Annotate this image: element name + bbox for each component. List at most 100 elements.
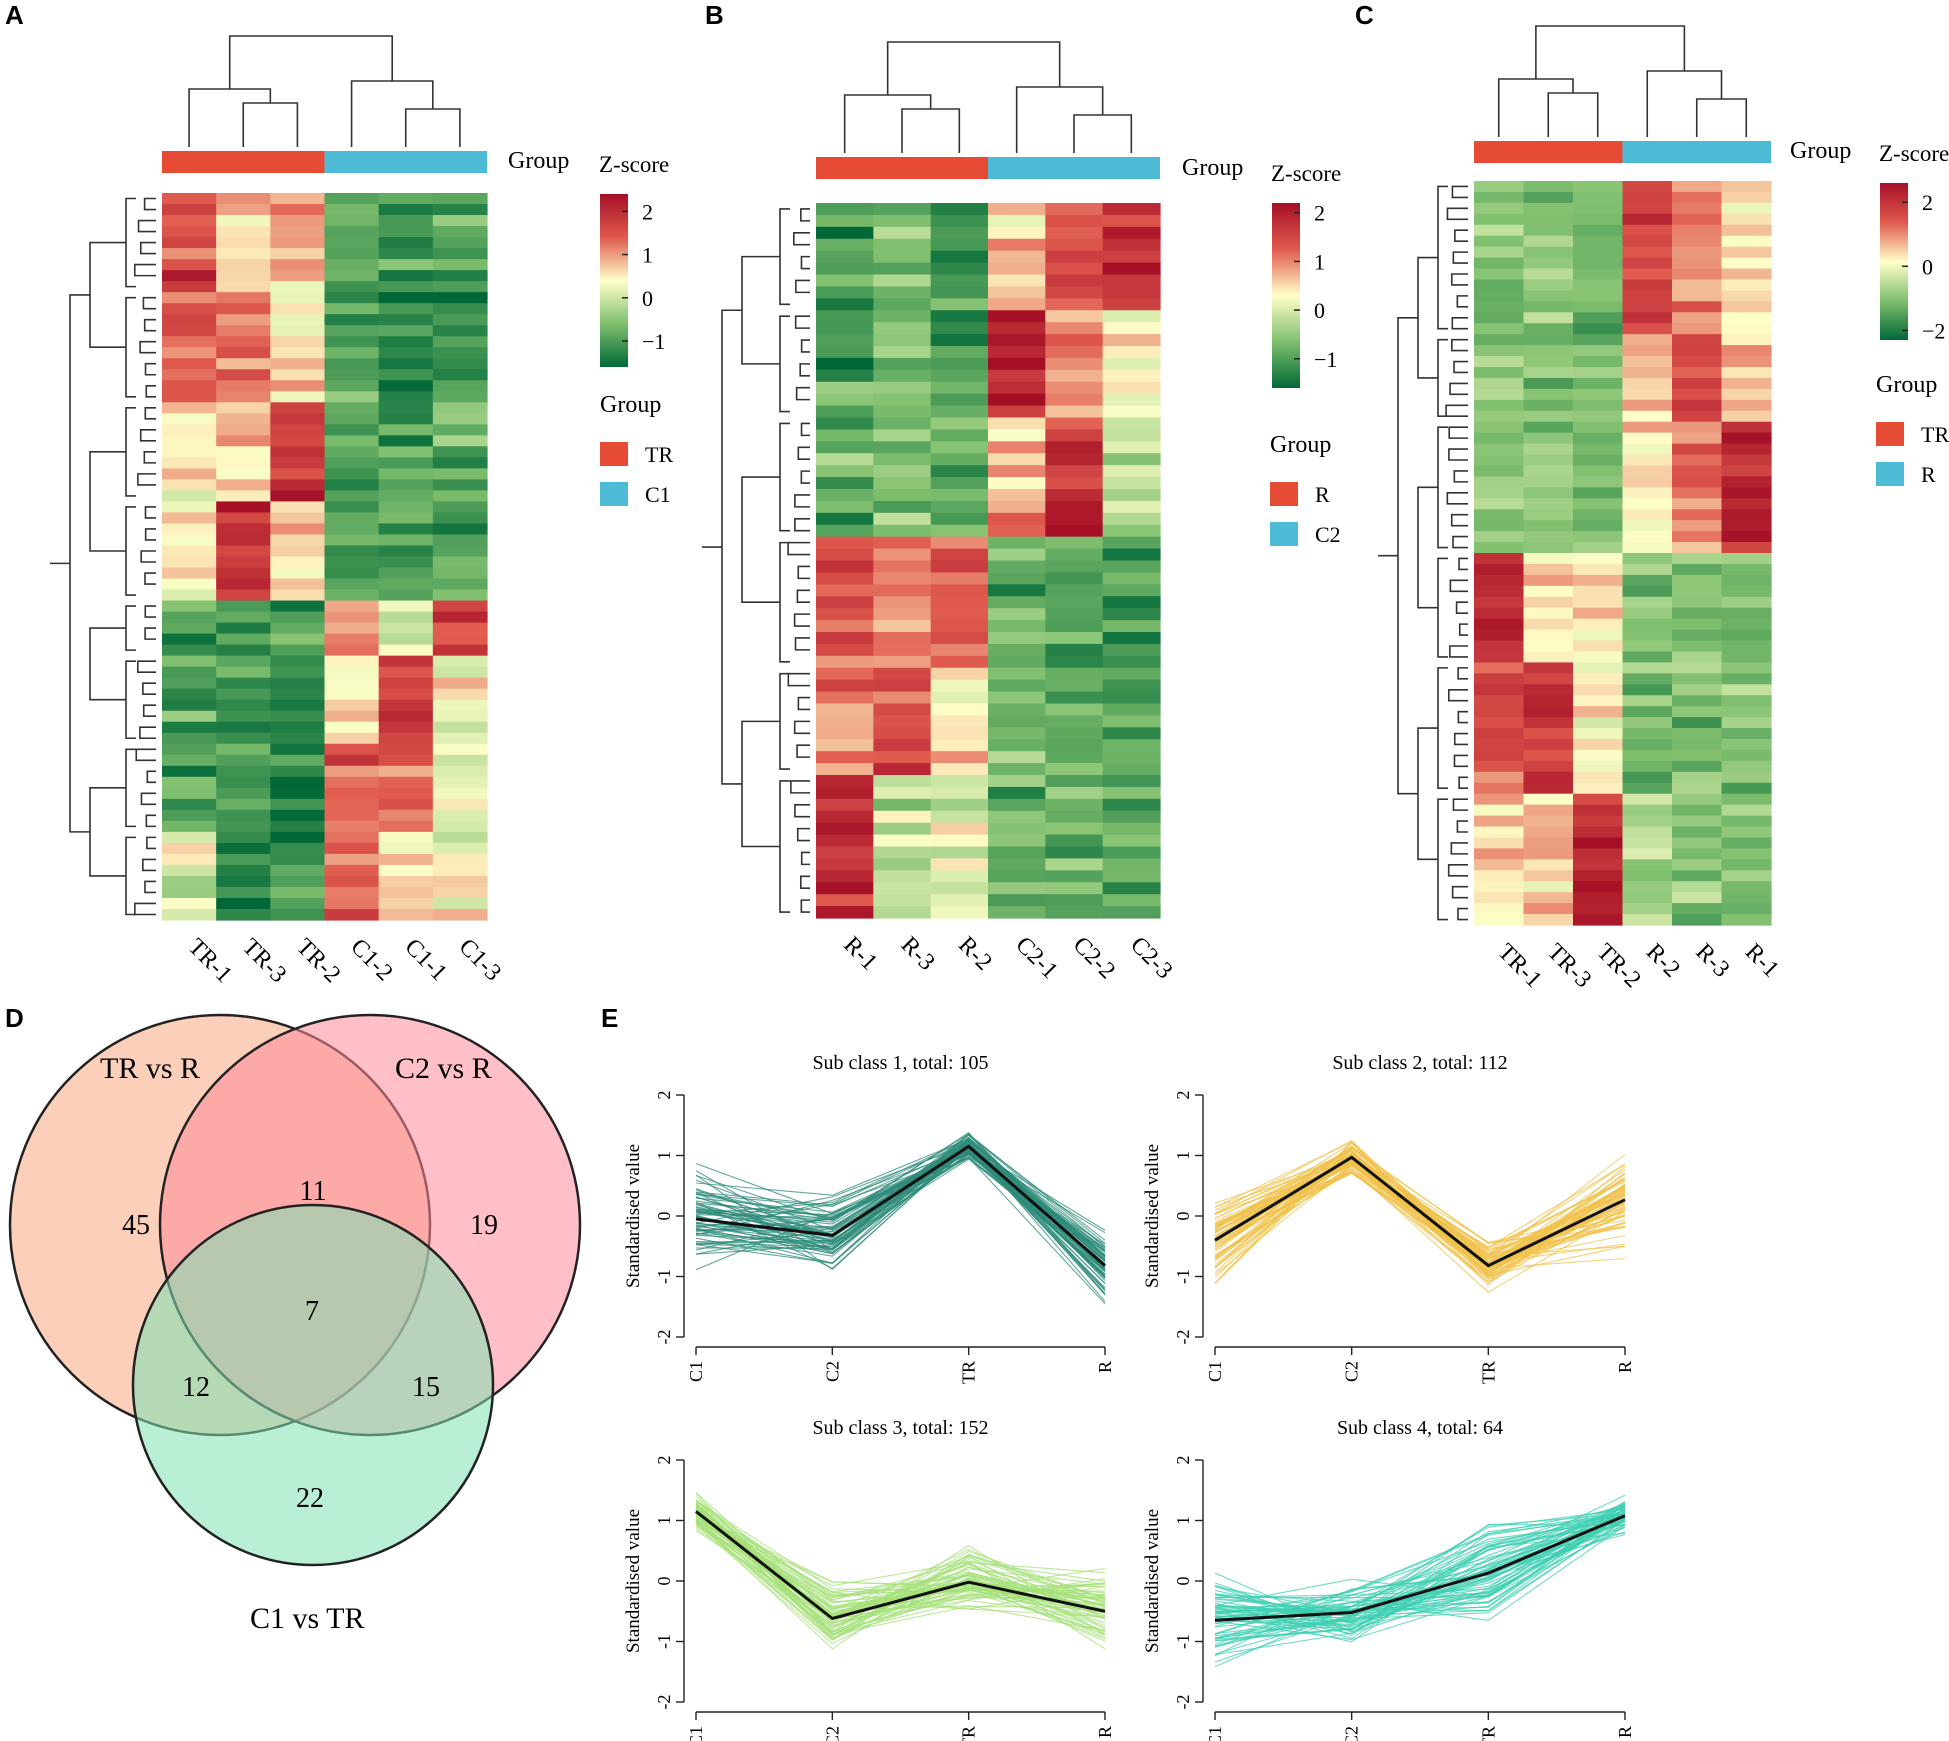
heatmap-cell — [270, 325, 326, 337]
row-dendrogram-branch — [145, 384, 156, 398]
row-dendrogram-branch — [741, 720, 780, 848]
heatmap-cell — [162, 424, 217, 436]
heatmap-cell — [873, 715, 932, 728]
heatmap-cell — [324, 798, 380, 811]
legend-label-r: R — [1921, 462, 1936, 487]
heatmap-cell — [1045, 500, 1104, 514]
heatmap-cell — [873, 894, 932, 907]
heatmap-cell — [1102, 584, 1161, 597]
heatmap-cell — [1523, 454, 1574, 467]
heatmap-cell — [873, 465, 932, 478]
heatmap-cell — [162, 644, 217, 657]
heatmap-cell — [1672, 607, 1723, 620]
colorbar-tick-label: −2 — [1922, 318, 1945, 343]
row-dendrogram-branch — [135, 748, 156, 762]
row-dendrogram-branch — [1417, 256, 1438, 379]
heatmap-cell — [1622, 542, 1673, 554]
member-line — [1214, 1526, 1626, 1607]
legend-swatch-c1 — [600, 482, 628, 506]
heatmap-cell — [930, 572, 989, 585]
heatmap-cell — [162, 215, 217, 227]
heatmap-cell — [1672, 235, 1723, 248]
heatmap-panel-c: Group TR-1TR-3TR-2R-2 R-3 R-1 Z-score 2 0 −2 Gro… — [1378, 25, 1949, 993]
heatmap-cell — [378, 534, 434, 547]
venn-region-count: 7 — [305, 1296, 319, 1327]
heatmap-cell — [378, 765, 434, 778]
heatmap-cell — [432, 358, 488, 370]
heatmap-cell — [1622, 651, 1673, 664]
heatmap-cell — [1672, 356, 1723, 368]
row-dendrogram-branch — [139, 726, 156, 740]
heatmap-cell — [1474, 760, 1525, 773]
heatmap-cell — [1721, 399, 1772, 412]
row-dendrogram-branch — [1457, 907, 1468, 921]
venn-set-label: C1 vs TR — [250, 1602, 364, 1635]
heatmap-cell — [162, 325, 217, 337]
heatmap-cell — [1573, 235, 1624, 248]
row-dendrogram-branch — [797, 565, 810, 580]
heatmap-cell — [1721, 771, 1772, 784]
row-dendrogram-branch — [125, 506, 136, 596]
heatmap-cell — [1102, 203, 1161, 216]
heatmap-cell — [930, 727, 989, 740]
heatmap-cell — [378, 688, 434, 701]
heatmap-cell — [1474, 377, 1525, 390]
heatmap-cell — [162, 611, 217, 624]
heatmap-cell — [988, 441, 1046, 454]
heatmap-cell — [216, 743, 271, 756]
heatmap-cell — [1045, 846, 1104, 860]
heatmap-cell — [1721, 465, 1772, 478]
heatmap-cell — [378, 556, 434, 569]
heatmap-cell — [816, 393, 874, 407]
row-dendrogram-branch — [1458, 557, 1468, 571]
heatmap-cell — [1523, 662, 1574, 674]
heatmap-cell — [432, 457, 488, 469]
row-dendrogram-branch — [1446, 207, 1468, 221]
heatmap-cell — [162, 479, 217, 492]
heatmap-cell — [816, 322, 874, 335]
row-dendrogram-branch — [1457, 710, 1468, 724]
heatmap-cell — [432, 424, 488, 436]
heatmap-cell — [873, 477, 932, 490]
heatmap-cell — [1672, 782, 1723, 795]
y-axis-label: Standardised value — [1142, 1509, 1163, 1653]
heatmap-cell — [324, 743, 380, 756]
heatmap-cell — [816, 691, 874, 705]
heatmap-cell — [816, 512, 874, 526]
heatmap-cell — [988, 477, 1046, 490]
heatmap-cell — [216, 688, 271, 701]
row-dendrogram-branch — [140, 550, 156, 563]
heatmap-cell — [1622, 629, 1673, 642]
member-line — [1214, 1508, 1626, 1629]
heatmap-cell — [324, 248, 380, 260]
row-dendrogram-branch — [800, 208, 810, 222]
heatmap-cell — [1721, 892, 1772, 904]
heatmap-cell — [988, 238, 1046, 252]
heatmap-cell — [1523, 268, 1574, 281]
heatmap-cell — [1573, 782, 1624, 795]
heatmap-cell — [378, 413, 434, 425]
y-tick-label: -2 — [654, 1330, 674, 1345]
heatmap-cell — [1721, 191, 1772, 204]
heatmap-cell — [432, 820, 488, 833]
heatmap-cell — [1045, 786, 1104, 800]
heatmap-cell — [988, 703, 1046, 717]
heatmap-cell — [1622, 356, 1673, 368]
heatmap-cell — [1672, 793, 1723, 806]
column-dendrogram-branch — [901, 108, 961, 153]
heatmap-cell — [873, 441, 932, 454]
heatmap-cell — [270, 490, 326, 503]
row-dendrogram-branch — [793, 613, 810, 627]
heatmap-cell — [1045, 465, 1104, 478]
heatmap-cell — [1721, 520, 1772, 532]
row-dendrogram-branch — [125, 406, 136, 497]
member-line — [1214, 1524, 1626, 1621]
subplot-title: Sub class 3, total: 152 — [812, 1417, 988, 1439]
heatmap-cell — [816, 798, 874, 812]
y-axis-label: Standardised value — [623, 1144, 644, 1288]
row-dendrogram-branch — [797, 446, 810, 461]
colorbar-tick-label: 2 — [642, 199, 653, 224]
heatmap-cell — [1102, 310, 1161, 323]
heatmap-cell — [816, 298, 874, 311]
heatmap-cell — [1102, 572, 1161, 585]
